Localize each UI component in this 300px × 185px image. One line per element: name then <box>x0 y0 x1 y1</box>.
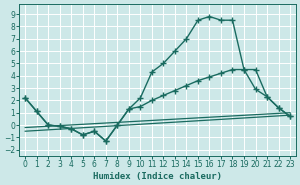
X-axis label: Humidex (Indice chaleur): Humidex (Indice chaleur) <box>93 172 222 181</box>
